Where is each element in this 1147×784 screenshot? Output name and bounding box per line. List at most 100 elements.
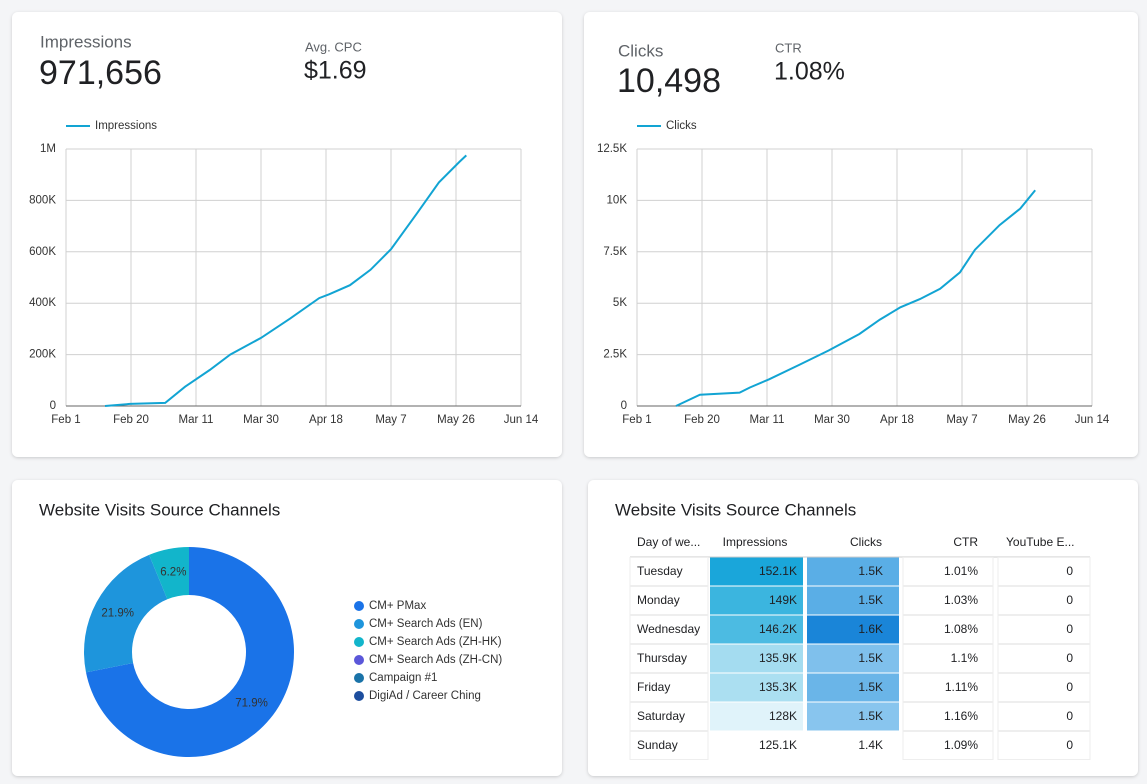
table-cell (807, 586, 899, 615)
table-cell-text: 135.9K (759, 651, 797, 665)
table-cell (807, 702, 899, 731)
table-cell-text: 146.2K (759, 622, 797, 636)
table-cell (629, 615, 709, 644)
card (12, 12, 562, 457)
column-header: Day of we... (637, 535, 700, 549)
table-cell (807, 644, 899, 673)
legend-label: DigiAd / Career Ching (369, 690, 481, 702)
y-tick-label: 5K (613, 297, 627, 309)
x-tick-label: Mar 11 (179, 414, 214, 426)
table-cell (902, 557, 994, 586)
table-cell-text: 0 (1066, 622, 1073, 636)
slice-label: 71.9% (235, 697, 268, 709)
table-cell (629, 644, 709, 673)
table-cell (710, 557, 803, 586)
slice-label: 6.2% (160, 567, 186, 579)
table-cell-text: Saturday (637, 709, 685, 723)
table-cell (807, 557, 899, 586)
legend-label: CM+ Search Ads (EN) (369, 618, 483, 630)
table-cell-text: 1.5K (858, 680, 883, 694)
table-cell-text: 1.5K (858, 651, 883, 665)
table-cell-text: 1.5K (858, 709, 883, 723)
legend-swatch (354, 655, 364, 665)
slice-label: 21.9% (101, 608, 134, 620)
donut-slice (149, 547, 189, 600)
table-cell-text: 1.11% (945, 680, 978, 694)
table-cell-text: 1.5K (858, 593, 883, 607)
x-tick-label: May 26 (437, 414, 475, 426)
legend-swatch (354, 601, 364, 611)
scorecard-label: Impressions (40, 32, 132, 51)
y-tick-label: 10K (607, 194, 628, 206)
column-header: Impressions (723, 535, 788, 549)
table-cell-text: 0 (1066, 593, 1073, 607)
table-cell (629, 673, 709, 702)
legend-label: Clicks (666, 120, 697, 132)
column-header: CTR (953, 535, 978, 549)
table-cell-text: 0 (1066, 651, 1073, 665)
legend-label: CM+ PMax (369, 600, 426, 612)
table-cell-text: 0 (1066, 709, 1073, 723)
table-cell-text: 1.16% (944, 709, 978, 723)
table-cell (997, 586, 1091, 615)
table-cell (902, 586, 994, 615)
table-cell (997, 557, 1091, 586)
legend-swatch (354, 691, 364, 701)
scorecard-label: Clicks (618, 41, 663, 60)
y-tick-label: 600K (29, 246, 56, 258)
x-tick-label: Mar 11 (750, 414, 785, 426)
table-cell (629, 586, 709, 615)
card (584, 12, 1138, 457)
donut-slice (85, 547, 295, 757)
x-tick-label: May 7 (375, 414, 406, 426)
legend-label: Impressions (95, 120, 157, 132)
table-cell (807, 673, 899, 702)
y-tick-label: 7.5K (603, 246, 627, 258)
table-cell (902, 644, 994, 673)
x-tick-label: May 26 (1008, 414, 1046, 426)
legend-swatch (354, 673, 364, 683)
table-cell (710, 731, 803, 760)
table-cell (997, 644, 1091, 673)
table-cell-text: 1.08% (944, 622, 978, 636)
x-tick-label: May 7 (946, 414, 977, 426)
table-cell-text: Friday (637, 680, 670, 694)
scorecard-value: 10,498 (617, 62, 721, 100)
legend-swatch (354, 619, 364, 629)
table-cell-text: 1.5K (858, 564, 883, 578)
x-tick-label: Mar 30 (243, 414, 279, 426)
table-cell-text: Wednesday (637, 622, 700, 636)
table-cell-text: 1.01% (944, 564, 978, 578)
y-tick-label: 0 (50, 400, 56, 412)
table-cell-text: Sunday (637, 738, 678, 752)
table-cell (997, 673, 1091, 702)
y-tick-label: 2.5K (603, 349, 627, 361)
table-cell (629, 731, 709, 760)
table-cell-text: 1.03% (944, 593, 978, 607)
scorecard-value: 971,656 (39, 54, 162, 92)
legend-label: Campaign #1 (369, 672, 437, 684)
table-cell-text: Monday (637, 593, 680, 607)
x-tick-label: Feb 20 (684, 414, 720, 426)
table-cell-text: 125.1K (759, 738, 797, 752)
table-cell-text: 152.1K (759, 564, 797, 578)
scorecard-value: 1.08% (774, 58, 845, 86)
column-header: Clicks (850, 535, 882, 549)
x-tick-label: Feb 1 (622, 414, 651, 426)
table-cell (807, 731, 899, 760)
scorecard-label: Avg. CPC (305, 39, 362, 54)
table-cell-text: 149K (769, 593, 797, 607)
scorecard-label: CTR (775, 40, 802, 55)
table-cell (710, 644, 803, 673)
column-header: YouTube E... (1006, 535, 1075, 549)
x-tick-label: Jun 14 (504, 414, 539, 426)
scorecard-value: $1.69 (304, 57, 367, 85)
table-cell-text: 0 (1066, 738, 1073, 752)
table-cell (997, 702, 1091, 731)
legend-label: CM+ Search Ads (ZH-CN) (369, 654, 502, 666)
x-tick-label: Mar 30 (814, 414, 850, 426)
table-cell (629, 557, 709, 586)
y-tick-label: 12.5K (597, 143, 627, 155)
